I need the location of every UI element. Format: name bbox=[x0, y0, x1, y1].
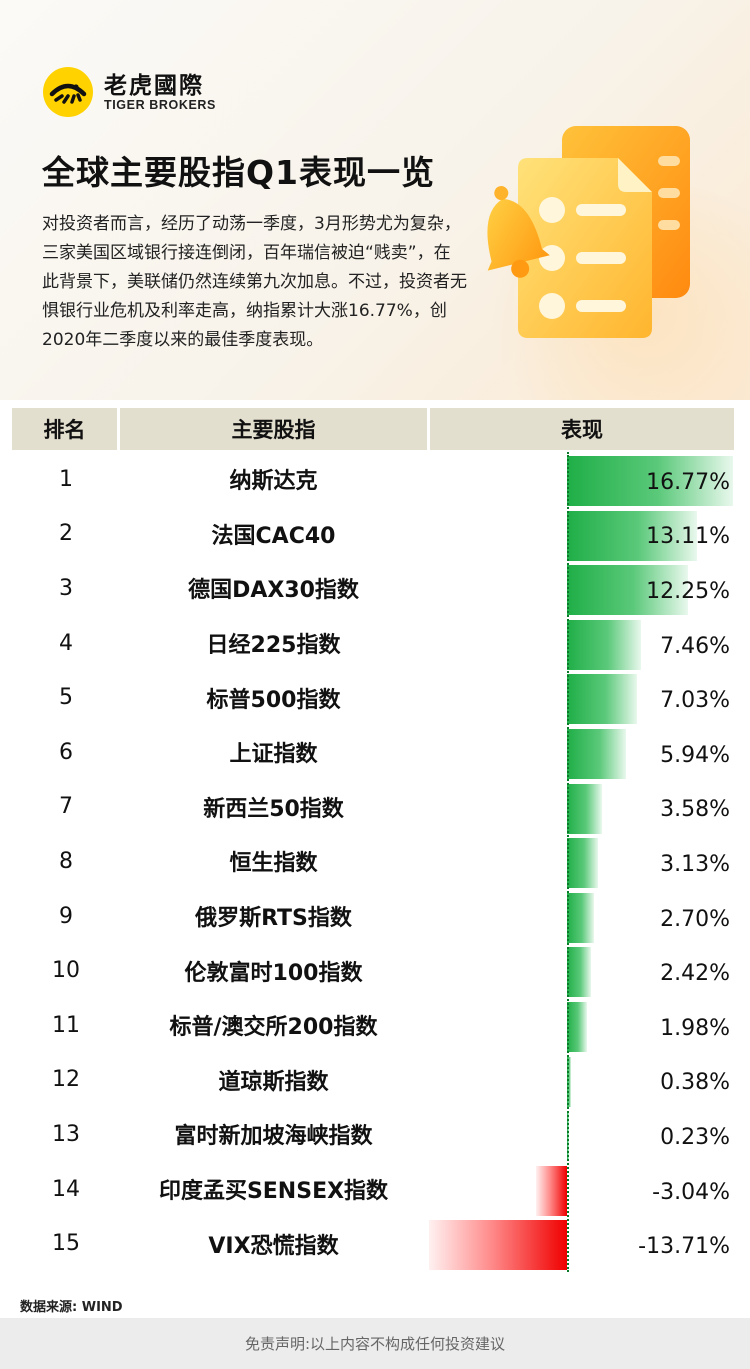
index-name: 富时新加坡海峡指数 bbox=[174, 1124, 373, 1150]
performance-bar bbox=[567, 456, 733, 506]
header-index-name: 主要股指 bbox=[120, 408, 427, 450]
rank-cell: 1 bbox=[59, 466, 73, 492]
rank-cell: 14 bbox=[52, 1176, 80, 1202]
table-row: 12 道琼斯指数 0.38% bbox=[0, 1053, 750, 1108]
index-name: 恒生指数 bbox=[229, 851, 318, 877]
performance-bar bbox=[536, 1165, 567, 1216]
performance-bar bbox=[429, 1220, 567, 1271]
rank-cell: 12 bbox=[52, 1067, 80, 1093]
tiger-logo-icon bbox=[43, 67, 93, 117]
rank-cell: 7 bbox=[59, 794, 73, 820]
table-row: 4 日经225指数 7.46% bbox=[0, 616, 750, 671]
index-name: 标普500指数 bbox=[206, 687, 341, 713]
disclaimer-bar: 免责声明:以上内容不构成任何投资建议 bbox=[0, 1318, 750, 1369]
index-name: 德国DAX30指数 bbox=[188, 578, 359, 604]
table-row: 15 VIX恐慌指数 -13.71% bbox=[0, 1216, 750, 1271]
rank-cell: 2 bbox=[59, 521, 73, 547]
performance-bar bbox=[567, 674, 637, 725]
index-name: 道琼斯指数 bbox=[218, 1069, 329, 1095]
performance-value: 7.03% bbox=[660, 688, 730, 714]
table-row: 10 伦敦富时100指数 2.42% bbox=[0, 943, 750, 998]
table-row: 8 恒生指数 3.13% bbox=[0, 834, 750, 889]
performance-value: 5.94% bbox=[660, 742, 730, 768]
performance-bar bbox=[567, 892, 594, 943]
table-row: 7 新西兰50指数 3.58% bbox=[0, 780, 750, 835]
performance-value: 7.46% bbox=[660, 633, 730, 659]
index-name: 标普/澳交所200指数 bbox=[169, 1015, 378, 1041]
header-banner: 老虎國際 TIGER BROKERS 全球主要股指Q1表现一览 对投资者而言，经… bbox=[0, 0, 750, 400]
index-name: 日经225指数 bbox=[206, 633, 341, 659]
table-row: 5 标普500指数 7.03% bbox=[0, 670, 750, 725]
table-row: 2 法国CAC40 13.11% bbox=[0, 507, 750, 562]
rank-cell: 11 bbox=[52, 1012, 80, 1038]
index-name: VIX恐慌指数 bbox=[208, 1233, 339, 1259]
performance-value: 2.70% bbox=[660, 906, 730, 932]
rank-cell: 10 bbox=[52, 958, 80, 984]
index-name: 新西兰50指数 bbox=[203, 796, 344, 822]
intro-paragraph: 对投资者而言，经历了动荡一季度，3月形势尤为复杂，三家美国区域银行接连倒闭，百年… bbox=[42, 214, 467, 350]
brand-name: 老虎國際 bbox=[104, 73, 204, 99]
performance-bar bbox=[567, 783, 603, 834]
index-name: 纳斯达克 bbox=[229, 469, 318, 495]
performance-value: 3.58% bbox=[660, 797, 730, 823]
performance-bar bbox=[567, 729, 626, 779]
data-source: 数据来源: WIND bbox=[20, 1300, 123, 1315]
performance-value: 13.11% bbox=[646, 524, 730, 550]
index-name: 伦敦富时100指数 bbox=[184, 960, 363, 986]
index-name: 印度孟买SENSEX指数 bbox=[158, 1179, 389, 1205]
brand-name-en: TIGER BROKERS bbox=[104, 98, 216, 112]
performance-bar bbox=[567, 838, 598, 889]
rank-cell: 13 bbox=[52, 1121, 80, 1147]
performance-bar bbox=[567, 1002, 587, 1052]
disclaimer-text: 免责声明:以上内容不构成任何投资建议 bbox=[244, 1335, 506, 1353]
rank-cell: 4 bbox=[59, 630, 73, 656]
performance-value: 3.13% bbox=[660, 851, 730, 877]
performance-value: 2.42% bbox=[660, 961, 730, 987]
header-performance: 表现 bbox=[430, 408, 734, 450]
performance-bar bbox=[567, 619, 641, 670]
index-name: 法国CAC40 bbox=[211, 523, 336, 549]
performance-value: 0.23% bbox=[660, 1124, 730, 1150]
performance-value: -13.71% bbox=[638, 1234, 730, 1260]
rank-cell: 3 bbox=[59, 575, 73, 601]
zero-baseline bbox=[567, 452, 569, 1272]
page-title: 全球主要股指Q1表现一览 bbox=[42, 153, 436, 192]
rank-cell: 9 bbox=[59, 903, 73, 929]
bell-document-icon bbox=[487, 126, 690, 338]
table-row: 1 纳斯达克 16.77% bbox=[0, 452, 750, 507]
performance-bar bbox=[567, 510, 697, 561]
performance-value: 0.38% bbox=[660, 1070, 730, 1096]
performance-value: 12.25% bbox=[646, 578, 730, 604]
table-row: 3 德国DAX30指数 12.25% bbox=[0, 561, 750, 616]
table-row: 14 印度孟买SENSEX指数 -3.04% bbox=[0, 1162, 750, 1217]
rank-cell: 8 bbox=[59, 848, 73, 874]
table-header: 排名 主要股指 表现 bbox=[12, 408, 734, 450]
performance-bar bbox=[567, 565, 689, 616]
performance-value: 1.98% bbox=[660, 1015, 730, 1041]
table-row: 9 俄罗斯RTS指数 2.70% bbox=[0, 889, 750, 944]
table-row: 13 富时新加坡海峡指数 0.23% bbox=[0, 1107, 750, 1162]
performance-value: -3.04% bbox=[652, 1179, 730, 1205]
rank-cell: 5 bbox=[59, 685, 73, 711]
table-row: 11 标普/澳交所200指数 1.98% bbox=[0, 998, 750, 1053]
rank-cell: 15 bbox=[52, 1231, 80, 1257]
table-row: 6 上证指数 5.94% bbox=[0, 725, 750, 780]
index-name: 上证指数 bbox=[229, 742, 318, 768]
rank-cell: 6 bbox=[59, 739, 73, 765]
header-rank: 排名 bbox=[12, 408, 117, 450]
performance-value: 16.77% bbox=[646, 469, 730, 495]
index-name: 俄罗斯RTS指数 bbox=[195, 906, 352, 932]
performance-bar bbox=[567, 947, 591, 998]
